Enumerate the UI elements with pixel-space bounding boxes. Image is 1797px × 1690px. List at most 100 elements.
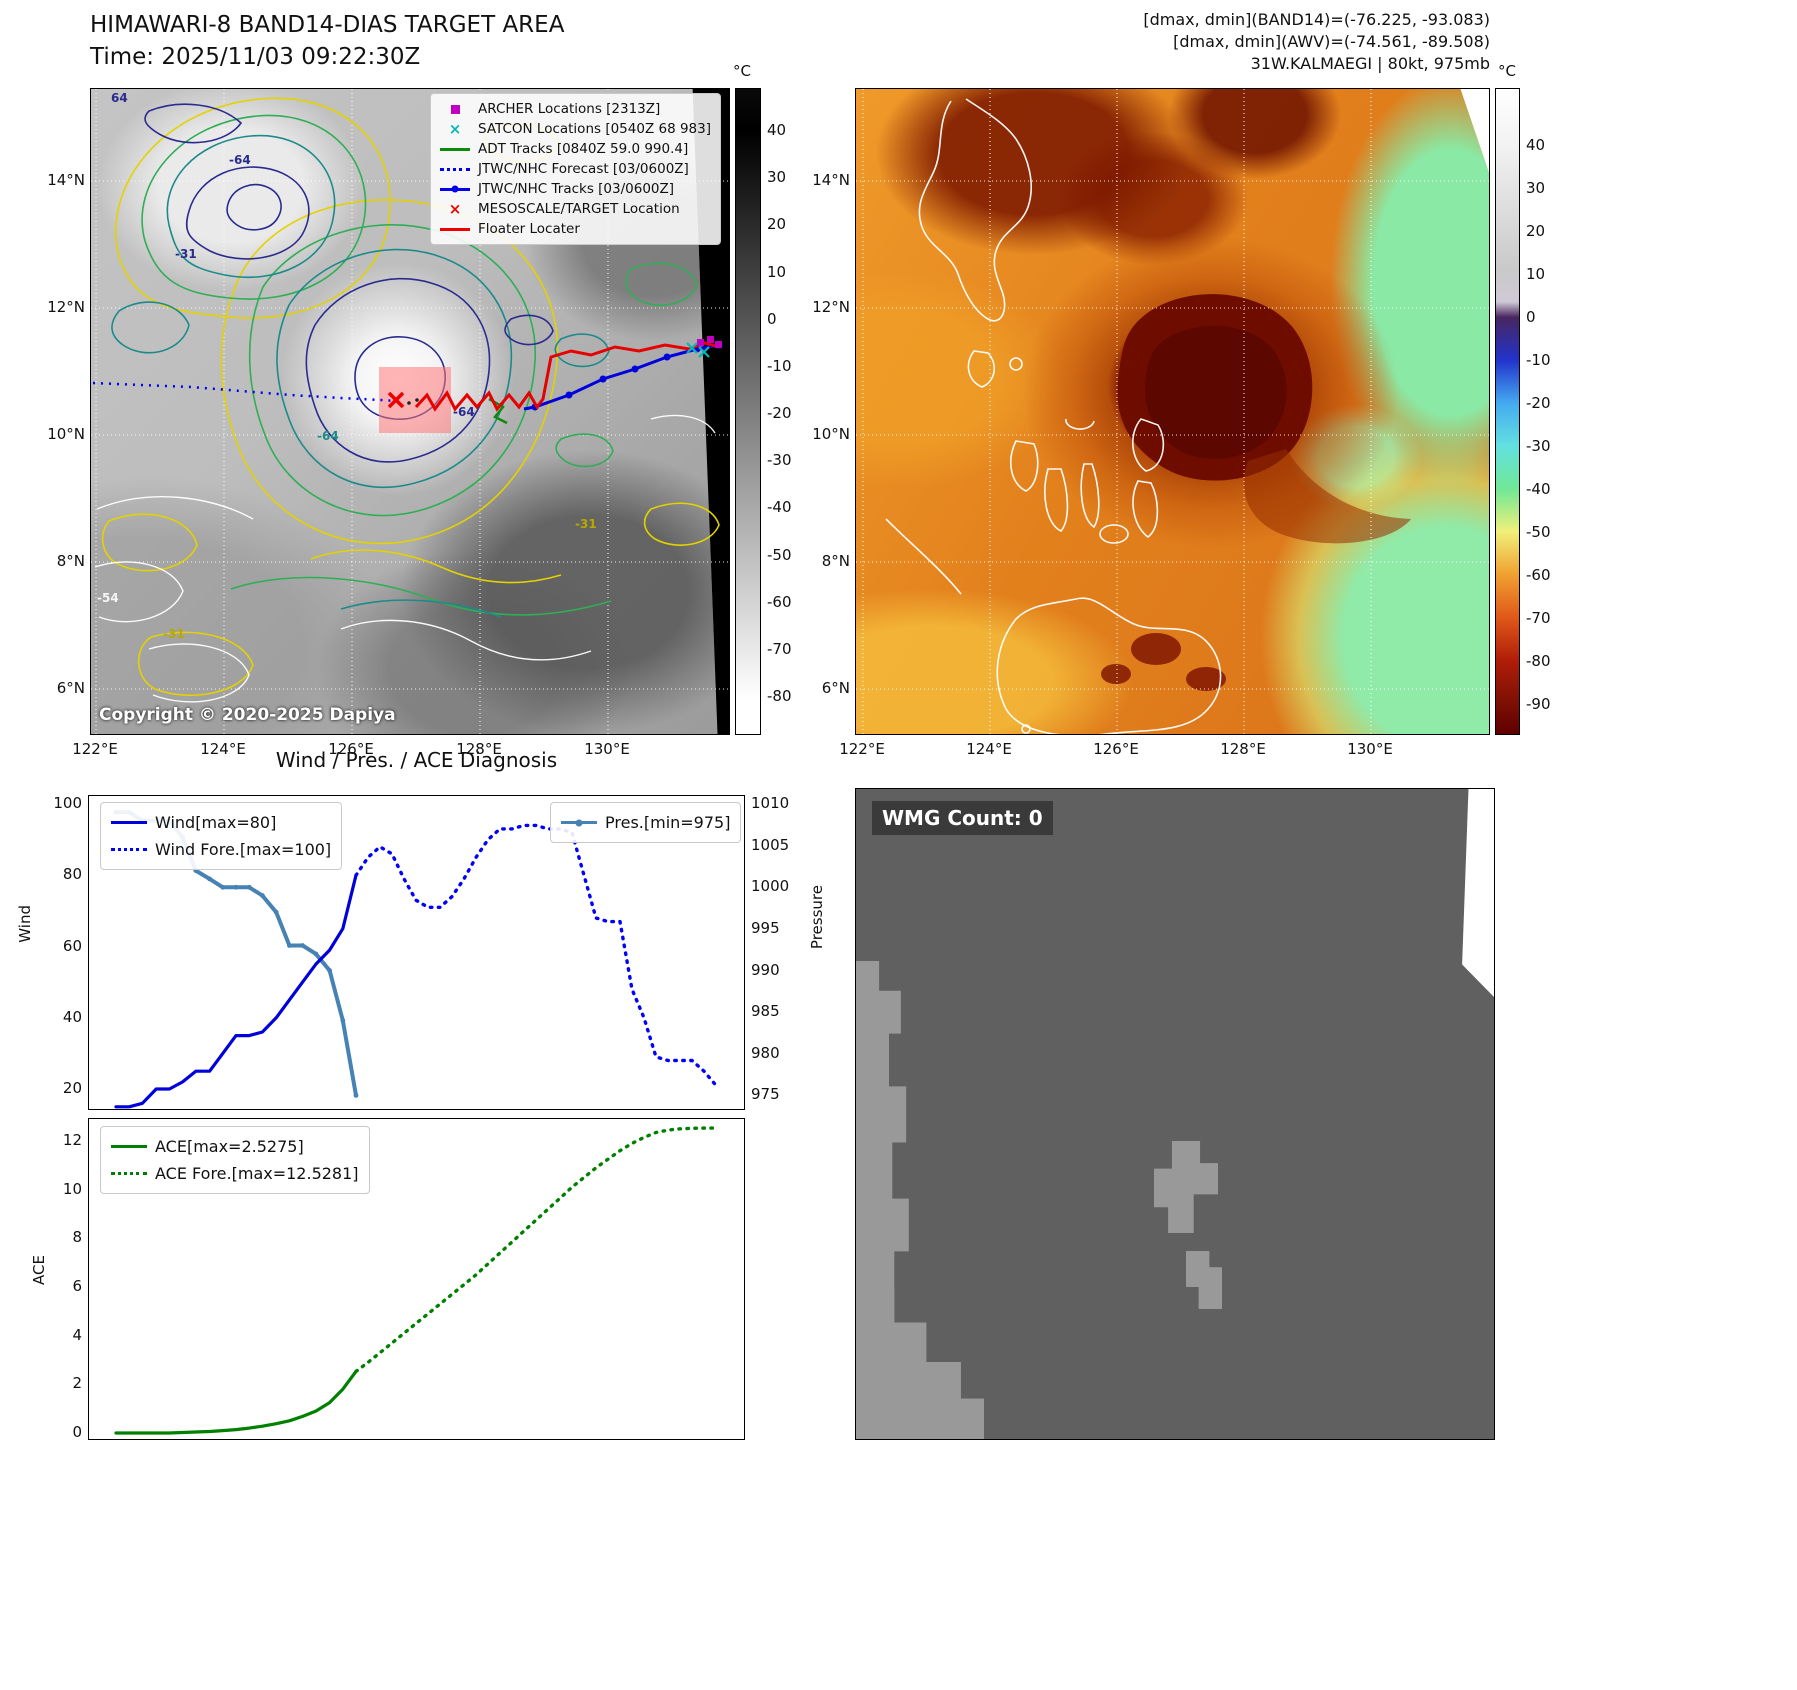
legend-item: Wind[max=80] [111, 809, 331, 836]
y-tick-label: 10 [1526, 265, 1546, 283]
legend-item: ARCHER Locations [2313Z] [440, 99, 711, 119]
y-tick-label: -10 [1526, 351, 1551, 369]
y-tick-label: 40 [767, 121, 787, 139]
wind-legend: Wind[max=80] Wind Fore.[max=100] [100, 802, 343, 870]
pressure-point [313, 951, 319, 957]
y-tick-label: 0 [767, 309, 777, 328]
awv-colorbar-unit: °C [1498, 62, 1516, 80]
y-tick-label: -50 [767, 545, 792, 564]
legend-label: JTWC/NHC Tracks [03/0600Z] [478, 181, 675, 197]
wind-y-axis: 100 80 60 40 20 [40, 794, 82, 1110]
band14-satellite-map: 64 -64 -31 -64 -64 -31 -54 -31 ARCHER Locations… [90, 88, 730, 735]
awv-satellite-map [855, 88, 1490, 735]
y-tick-label: 995 [751, 918, 780, 937]
x-legend-marker: × [448, 199, 462, 218]
pressure-point [260, 893, 265, 898]
y-tick-label: 12 [62, 1131, 82, 1149]
ace-legend: ACE[max=2.5275] ACE Fore.[max=12.5281] [100, 1126, 370, 1194]
pressure-legend: Pres.[min=975] [550, 802, 742, 843]
band14-x-axis: 122°E 124°E 126°E 128°E 130°E [72, 740, 730, 762]
wmg-dark-region [856, 789, 1494, 1439]
legend-label: ACE Fore.[max=12.5281] [155, 1164, 359, 1183]
legend-item: Wind Fore.[max=100] [111, 836, 331, 863]
awv-y-axis: 14°N 12°N 10°N 8°N 6°N [808, 88, 850, 735]
y-tick-label: 8 [72, 1228, 82, 1247]
y-tick-label: 20 [1526, 222, 1546, 240]
legend-item: ACE[max=2.5275] [111, 1133, 359, 1160]
y-tick-label: -10 [767, 356, 792, 375]
floater-locater-track [414, 341, 720, 412]
y-tick-label: 20 [62, 1079, 82, 1097]
solid-legend-marker [111, 816, 147, 830]
wmg-mask-panel: WMG Count: 0 [855, 788, 1495, 1440]
line-legend-marker [440, 222, 470, 236]
legend-label: JTWC/NHC Forecast [03/0600Z] [478, 161, 689, 177]
y-tick-label: 990 [751, 960, 780, 979]
legend-item: ADT Tracks [0840Z 59.0 990.4] [440, 139, 711, 159]
legend-item: JTWC/NHC Tracks [03/0600Z] [440, 179, 711, 199]
legend-label: Pres.[min=975] [605, 813, 731, 832]
coastlines [885, 98, 1222, 734]
contours-white [94, 414, 716, 703]
y-tick-label: 1000 [751, 877, 790, 896]
x-tick-label: 126°E [1093, 740, 1139, 758]
pressure-point [300, 943, 305, 948]
y-tick-label: 1010 [751, 794, 790, 812]
y-tick-label: 14°N [812, 171, 850, 189]
wind-pressure-chart [88, 795, 745, 1110]
y-tick-label: -80 [1526, 652, 1551, 670]
legend-label: ACE[max=2.5275] [155, 1137, 304, 1156]
wind-axis-label: Wind [16, 905, 34, 943]
awv-colorbar-ticks: 40 30 20 10 0 -10 -20 -30 -40 -50 -60 -70 -80 -90 [1526, 88, 1570, 735]
mesoscale-target-marker [387, 391, 405, 409]
y-tick-label: 10 [767, 262, 787, 281]
contours-teal [111, 134, 610, 618]
ace-plot [114, 1126, 718, 1435]
line-dot-legend-marker [561, 816, 597, 830]
legend-item: Floater Locater [440, 219, 711, 239]
legend-label: SATCON Locations [0540Z 68 983] [478, 121, 711, 137]
wind-series [114, 873, 358, 1109]
legend-item: JTWC/NHC Forecast [03/0600Z] [440, 159, 711, 179]
y-tick-label: -40 [1526, 480, 1551, 498]
dmax-dmin-awv: [dmax, dmin](AWV)=(-74.561, -89.508) [1173, 32, 1490, 51]
legend-label: ADT Tracks [0840Z 59.0 990.4] [478, 141, 689, 157]
y-tick-label: 12°N [812, 298, 850, 316]
storm-cold-core [1101, 294, 1411, 691]
ace-axis-label: ACE [30, 1255, 48, 1285]
dotted-legend-marker [440, 162, 470, 176]
y-tick-label: -60 [767, 592, 792, 611]
diagnosis-title: Wind / Pres. / ACE Diagnosis [275, 748, 558, 772]
map-gridlines [91, 89, 729, 734]
pressure-point [327, 968, 332, 973]
y-tick-label: 6°N [56, 679, 85, 697]
legend-label: Wind[max=80] [155, 813, 277, 832]
y-tick-label: 8°N [821, 552, 850, 570]
x-tick-label: 130°E [584, 740, 630, 758]
pressure-y-axis: 1010 1005 1000 995 990 985 980 975 [751, 794, 796, 1110]
wmg-count-label: WMG Count: 0 [872, 801, 1053, 835]
y-tick-label: 4 [72, 1325, 82, 1344]
y-tick-label: 100 [53, 794, 82, 812]
x-tick-label: 128°E [456, 740, 502, 758]
archer-location-markers [697, 336, 722, 348]
pressure-point [273, 909, 279, 915]
band14-colorbar [735, 88, 761, 735]
y-tick-label: 40 [1526, 136, 1546, 154]
y-tick-label: -60 [1526, 566, 1551, 584]
y-tick-label: 40 [62, 1007, 82, 1026]
y-tick-label: 30 [1526, 179, 1546, 197]
band14-time: Time: 2025/11/03 09:22:30Z [90, 44, 421, 70]
dmax-dmin-band14: [dmax, dmin](BAND14)=(-76.225, -93.083) [1143, 10, 1490, 29]
y-tick-label: 975 [751, 1085, 780, 1104]
y-tick-label: 80 [62, 865, 82, 884]
y-tick-label: 8°N [56, 552, 85, 570]
pressure-axis-label: Pressure [808, 885, 826, 950]
y-tick-label: 60 [62, 936, 82, 955]
pressure-point [340, 1018, 346, 1023]
x-tick-label: 122°E [839, 740, 885, 758]
legend-item: ACE Fore.[max=12.5281] [111, 1160, 359, 1187]
y-tick-label: 10°N [812, 425, 850, 443]
y-tick-label: 12°N [47, 298, 85, 316]
